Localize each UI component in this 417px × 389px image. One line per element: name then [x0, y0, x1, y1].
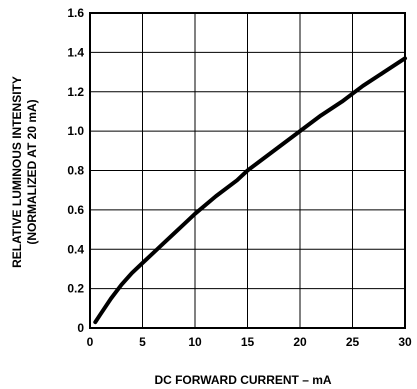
y-tick-label: 0.2 [67, 282, 84, 296]
x-axis-title: DC FORWARD CURRENT – mA [154, 373, 331, 387]
y-tick-label: 0.6 [67, 203, 84, 217]
x-tick-label: 25 [346, 335, 360, 349]
y-tick-label: 1.0 [67, 124, 84, 138]
y-axis-title-line-2: (NORMALIZED AT 20 mA) [25, 99, 39, 244]
x-tick-label: 20 [293, 335, 307, 349]
y-tick-label: 0 [77, 321, 84, 335]
series-line [93, 56, 407, 325]
x-tick-label: 5 [139, 335, 146, 349]
y-tick-label: 1.6 [67, 6, 84, 20]
y-axis-title-line-1: RELATIVE LUMINOUS INTENSITY [10, 76, 24, 268]
y-tick-label: 1.4 [67, 45, 84, 59]
plot-frame [89, 12, 406, 329]
x-tick-label: 30 [398, 335, 412, 349]
series [93, 56, 407, 325]
y-tick-label: 1.2 [67, 85, 84, 99]
y-tick-labels: 0 0.2 0.4 0.6 0.8 1.0 1.2 1.4 1.6 [67, 6, 84, 335]
x-tick-labels: 0 5 10 15 20 25 30 [87, 335, 412, 349]
x-tick-label: 0 [87, 335, 94, 349]
x-tick-label: 10 [188, 335, 202, 349]
y-tick-label: 0.4 [67, 242, 84, 256]
y-tick-label: 0.8 [67, 164, 84, 178]
x-tick-label: 15 [241, 335, 255, 349]
